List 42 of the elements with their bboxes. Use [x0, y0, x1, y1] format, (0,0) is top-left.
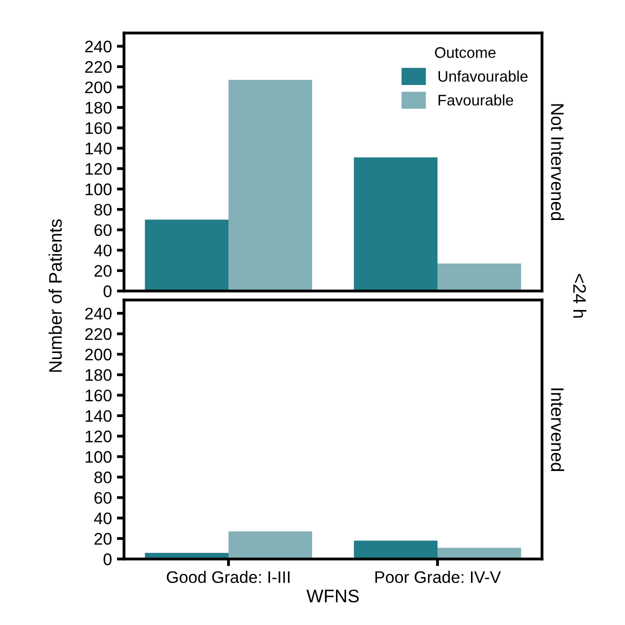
legend-title: Outcome [434, 47, 496, 58]
bar [354, 540, 438, 559]
bar [228, 80, 312, 291]
y-tick-label: 80 [94, 472, 112, 484]
bar [354, 157, 438, 291]
x-tick-label: Good Grade: I-III [166, 570, 290, 584]
y-tick-label: 120 [86, 163, 112, 175]
y-tick-label: 220 [85, 328, 112, 340]
x-axis-title: WFNS [306, 590, 359, 602]
y-tick-label: 40 [94, 244, 112, 256]
y-tick-label: 120 [86, 430, 112, 442]
y-tick-label: 140 [86, 142, 112, 154]
y2-axis-title: Intervened [550, 388, 564, 471]
bar [144, 220, 228, 291]
y2-axis-title: Not Intervened [550, 104, 564, 220]
x-tick-label: Poor Grade: IV-V [375, 570, 501, 584]
y-tick-label: 220 [85, 61, 112, 73]
y-tick-label: 240 [85, 40, 112, 52]
y-tick-label: 200 [85, 81, 112, 94]
y-tick-label: 160 [86, 122, 112, 134]
y-tick-label: 60 [94, 492, 112, 504]
y-tick-label: 20 [94, 265, 112, 277]
text: <24 h [573, 274, 586, 318]
bar [438, 263, 522, 291]
y-axis-title: Number of Patients [48, 219, 62, 372]
y-tick-label: 80 [94, 204, 112, 216]
y-tick-label: 100 [86, 183, 112, 196]
y-tick-label: 0 [104, 285, 112, 298]
y-tick-label: 240 [85, 308, 112, 320]
y-tick-label: 160 [86, 390, 112, 402]
y-tick-label: 180 [86, 102, 112, 114]
y-tick-label: 180 [86, 369, 112, 381]
y-tick-label: 100 [86, 451, 112, 463]
y-tick-label: 40 [94, 512, 112, 524]
y-tick-label: 0 [104, 553, 112, 566]
y-tick-label: 200 [85, 348, 112, 360]
legend-label: Unfavourable [438, 70, 528, 82]
y-tick-label: 140 [86, 410, 112, 422]
bar [228, 531, 312, 559]
legend-label: Favourable [438, 94, 514, 106]
y-tick-label: 20 [94, 532, 112, 545]
y-tick-label: 60 [94, 224, 112, 236]
